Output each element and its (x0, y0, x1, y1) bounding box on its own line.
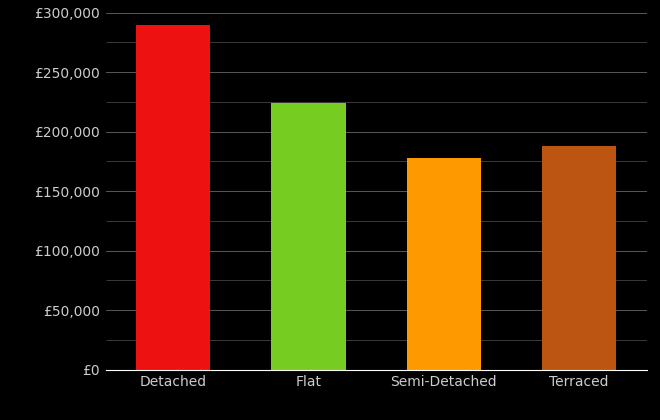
Bar (271, 103, 346, 370)
Bar (542, 146, 616, 370)
Bar (407, 158, 481, 370)
Bar (136, 24, 211, 370)
